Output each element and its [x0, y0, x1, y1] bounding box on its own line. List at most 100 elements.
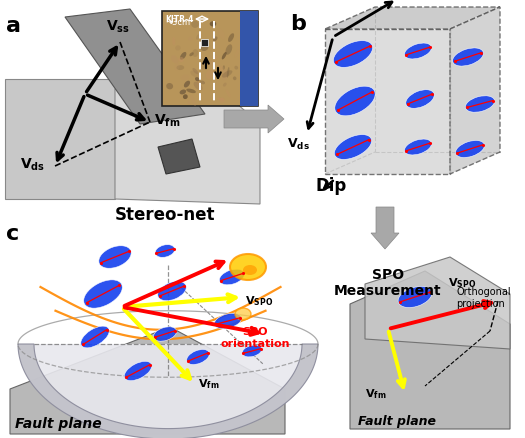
Ellipse shape	[208, 61, 214, 67]
Ellipse shape	[465, 96, 495, 113]
Ellipse shape	[214, 57, 218, 60]
Ellipse shape	[191, 21, 199, 29]
Ellipse shape	[227, 68, 229, 78]
Ellipse shape	[453, 49, 484, 67]
Text: ~3cm: ~3cm	[165, 18, 190, 27]
Ellipse shape	[172, 38, 175, 46]
FancyArrow shape	[224, 106, 284, 134]
Ellipse shape	[334, 135, 372, 160]
Ellipse shape	[193, 69, 198, 75]
FancyArrow shape	[371, 208, 399, 249]
Polygon shape	[115, 90, 260, 205]
Ellipse shape	[218, 29, 225, 40]
Ellipse shape	[235, 308, 251, 320]
Ellipse shape	[176, 66, 184, 71]
Ellipse shape	[201, 46, 208, 52]
Ellipse shape	[171, 56, 178, 64]
Polygon shape	[162, 12, 258, 107]
Text: b: b	[290, 14, 306, 34]
Ellipse shape	[219, 67, 224, 72]
Polygon shape	[5, 80, 115, 200]
Ellipse shape	[243, 265, 257, 276]
Text: $\mathbf{V_{fm}}$: $\mathbf{V_{fm}}$	[154, 113, 181, 129]
Bar	[201, 40, 208, 47]
Ellipse shape	[194, 82, 203, 91]
Text: $\mathbf{V_{fm}}$: $\mathbf{V_{fm}}$	[365, 386, 386, 400]
Polygon shape	[350, 272, 510, 429]
Text: a: a	[6, 16, 21, 36]
Text: $\mathbf{V_{ss}}$: $\mathbf{V_{ss}}$	[106, 18, 130, 35]
Text: $\mathbf{V_{SPO}}$: $\mathbf{V_{SPO}}$	[448, 276, 476, 289]
Ellipse shape	[219, 270, 245, 285]
Ellipse shape	[214, 314, 242, 329]
Ellipse shape	[456, 141, 485, 158]
Polygon shape	[325, 8, 500, 30]
Ellipse shape	[404, 140, 432, 155]
Ellipse shape	[222, 53, 227, 60]
Ellipse shape	[242, 345, 262, 357]
Text: Dip: Dip	[315, 177, 346, 194]
Ellipse shape	[219, 98, 225, 103]
Polygon shape	[158, 140, 200, 175]
Ellipse shape	[183, 95, 188, 100]
Ellipse shape	[209, 22, 216, 28]
Ellipse shape	[158, 282, 186, 301]
Ellipse shape	[81, 326, 109, 348]
Ellipse shape	[186, 89, 196, 94]
Ellipse shape	[230, 254, 266, 280]
Ellipse shape	[226, 90, 231, 99]
Ellipse shape	[124, 361, 152, 381]
Ellipse shape	[175, 46, 181, 51]
Ellipse shape	[406, 91, 434, 109]
Ellipse shape	[196, 81, 200, 88]
Text: $\mathbf{V_{fm}}$: $\mathbf{V_{fm}}$	[198, 376, 219, 390]
Ellipse shape	[235, 50, 239, 58]
Ellipse shape	[187, 102, 190, 106]
Ellipse shape	[181, 75, 190, 81]
Text: Orthogonal
projection: Orthogonal projection	[456, 287, 511, 308]
Ellipse shape	[216, 65, 220, 67]
Text: Fault plane: Fault plane	[15, 416, 102, 430]
Text: c: c	[6, 223, 19, 244]
Ellipse shape	[190, 96, 196, 107]
Ellipse shape	[333, 42, 373, 68]
Polygon shape	[10, 327, 285, 434]
Ellipse shape	[174, 64, 180, 71]
Text: $\mathbf{V_{SPO}}$: $\mathbf{V_{SPO}}$	[245, 293, 273, 307]
Ellipse shape	[178, 58, 184, 63]
Ellipse shape	[184, 81, 190, 88]
Ellipse shape	[222, 71, 233, 78]
Ellipse shape	[335, 87, 375, 117]
Ellipse shape	[190, 53, 194, 57]
Polygon shape	[325, 30, 450, 175]
Ellipse shape	[223, 83, 227, 88]
Ellipse shape	[195, 78, 200, 82]
Ellipse shape	[83, 280, 122, 308]
Ellipse shape	[404, 44, 432, 60]
Ellipse shape	[222, 70, 228, 81]
Ellipse shape	[186, 350, 209, 365]
Polygon shape	[365, 258, 510, 349]
Ellipse shape	[188, 38, 193, 42]
Text: Strike: Strike	[359, 0, 415, 2]
Text: SPO
orientation: SPO orientation	[220, 327, 290, 348]
Ellipse shape	[192, 50, 198, 58]
Text: $\mathbf{V_{ds}}$: $\mathbf{V_{ds}}$	[20, 157, 45, 173]
Ellipse shape	[223, 66, 225, 71]
Ellipse shape	[155, 245, 175, 258]
Ellipse shape	[200, 81, 205, 85]
Ellipse shape	[153, 327, 176, 342]
Ellipse shape	[196, 35, 201, 41]
Ellipse shape	[228, 34, 234, 43]
Text: Stereo-net: Stereo-net	[115, 205, 215, 223]
Ellipse shape	[233, 77, 236, 81]
Ellipse shape	[226, 45, 232, 56]
Text: KJTR-4: KJTR-4	[165, 15, 193, 24]
Ellipse shape	[166, 84, 173, 90]
Ellipse shape	[217, 99, 224, 101]
Text: $\mathbf{V_{ds}}$: $\mathbf{V_{ds}}$	[287, 137, 310, 152]
Polygon shape	[450, 8, 500, 175]
Ellipse shape	[180, 53, 186, 60]
Polygon shape	[18, 344, 318, 438]
Ellipse shape	[99, 246, 131, 268]
